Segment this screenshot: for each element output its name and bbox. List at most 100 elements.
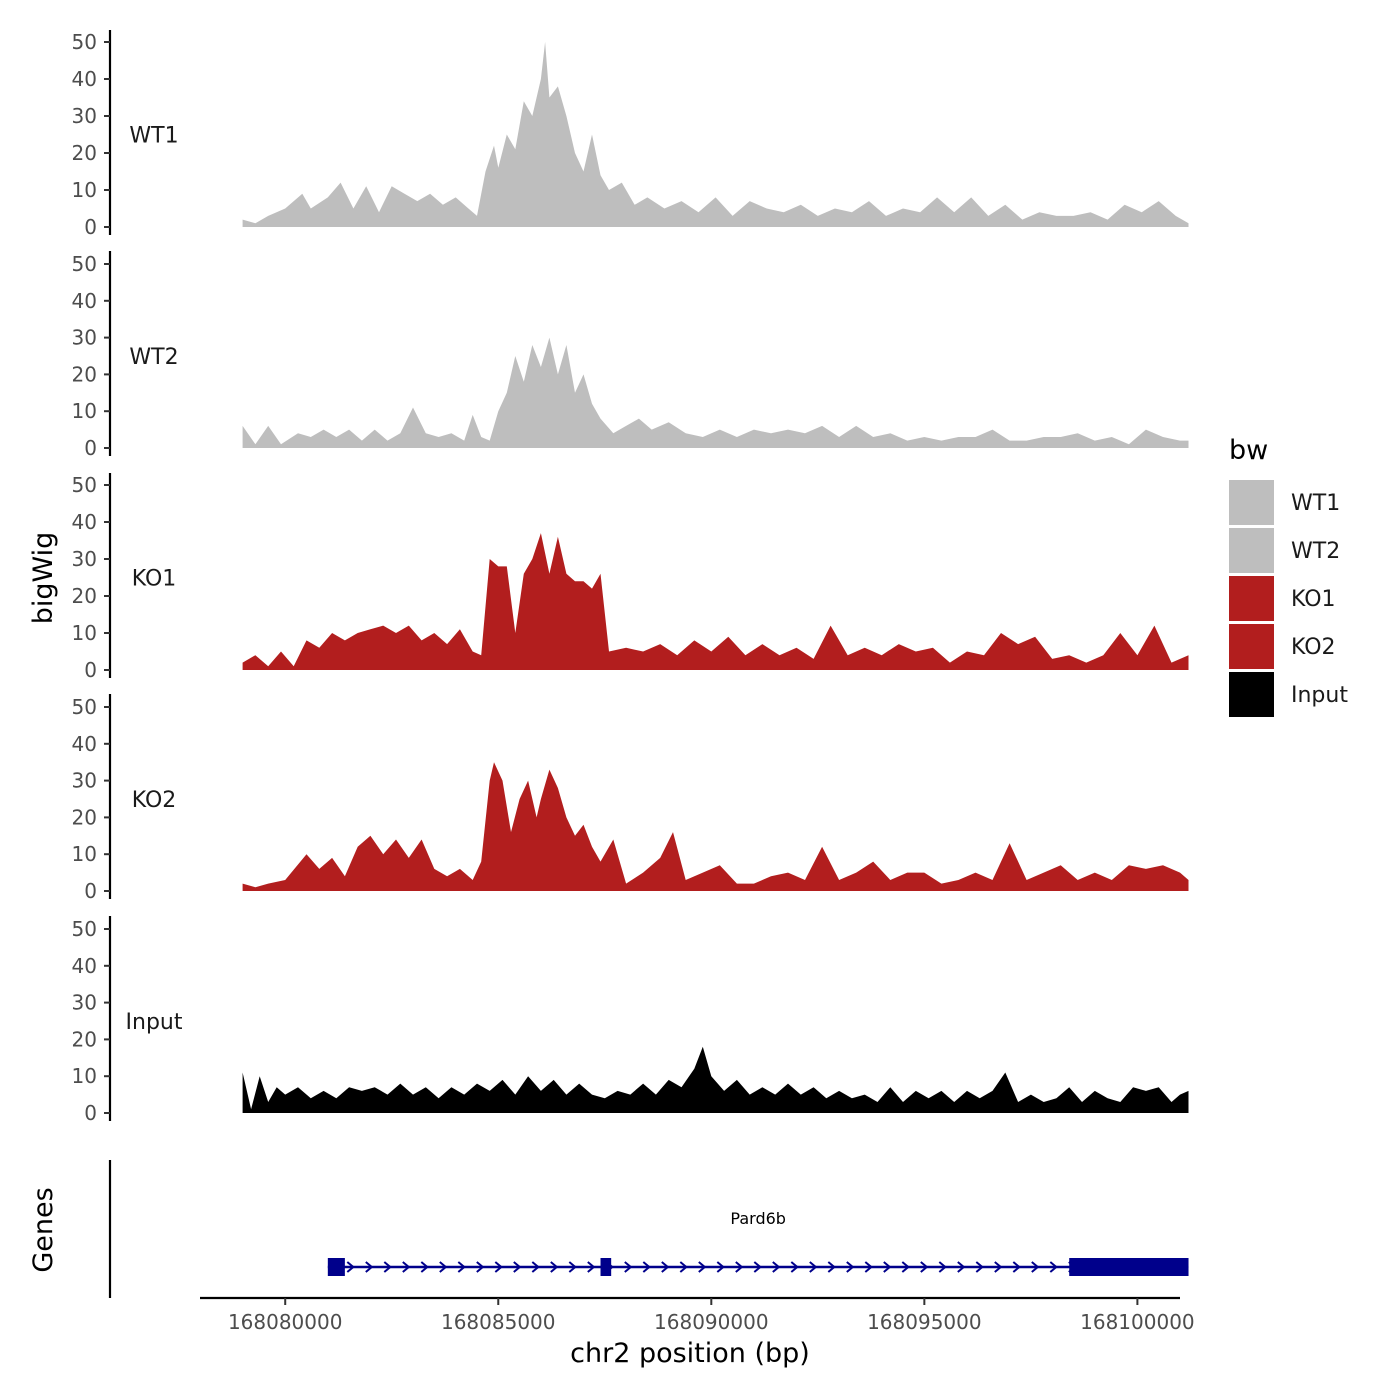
- y-tick-label-input-0: 0: [84, 1101, 97, 1125]
- y-tick-label-wt2-0: 0: [84, 436, 97, 460]
- x-axis: 168080000 168085000 168090000 168095000 1681…: [200, 1296, 1195, 1334]
- strand-arrow-36: [994, 1261, 1003, 1273]
- strand-arrow-5: [420, 1261, 429, 1273]
- x-tick-label-3: 168095000: [867, 1310, 982, 1334]
- tracks-group: 0 10 20 30 40 50 WT1 0 10 20 30 40 50 WT2 0 10 20 30 40 50 K…: [72, 30, 1189, 1125]
- y-axis-title: bigWig: [28, 532, 59, 625]
- y-tick-label-input-40: 40: [72, 954, 97, 978]
- y-tick-label-wt2-10: 10: [72, 399, 97, 423]
- strand-arrow-24: [772, 1261, 781, 1273]
- strand-arrow-35: [975, 1261, 984, 1273]
- strand-arrow-12: [550, 1261, 559, 1273]
- legend: WT1 WT2 KO1 KO2 Input: [1229, 480, 1348, 717]
- track-label-wt1: WT1: [129, 124, 178, 149]
- y-tick-label-wt1-30: 30: [72, 104, 97, 128]
- track-ko2: 0 10 20 30 40 50 KO2: [72, 694, 1189, 903]
- track-wt2: 0 10 20 30 40 50 WT2: [72, 251, 1189, 460]
- strand-arrow-30: [883, 1261, 892, 1273]
- x-tick-label-0: 168080000: [228, 1310, 343, 1334]
- track-label-input: Input: [126, 1010, 183, 1035]
- strand-arrow-27: [827, 1261, 836, 1273]
- legend-label-input: Input: [1291, 683, 1348, 708]
- track-label-ko2: KO2: [132, 788, 177, 813]
- strand-arrow-11: [531, 1261, 540, 1273]
- strand-arrow-34: [957, 1261, 966, 1273]
- legend-key-wt1: [1229, 480, 1274, 525]
- strand-arrow-13: [568, 1261, 577, 1273]
- y-tick-label-ko1-20: 20: [72, 584, 97, 608]
- strand-arrow-3: [383, 1261, 392, 1273]
- strand-arrow-23: [753, 1261, 762, 1273]
- gene-exon-1: [600, 1258, 612, 1276]
- legend-key-wt2: [1229, 528, 1274, 573]
- y-tick-label-wt1-50: 50: [72, 30, 97, 54]
- strand-arrow-38: [1031, 1261, 1040, 1273]
- area-input: [242, 1046, 1189, 1113]
- x-tick-label-2: 168090000: [654, 1310, 769, 1334]
- y-tick-label-wt1-10: 10: [72, 178, 97, 202]
- strand-arrow-37: [1012, 1261, 1021, 1273]
- strand-arrow-29: [864, 1261, 873, 1273]
- y-tick-label-input-50: 50: [72, 917, 97, 941]
- gene-track: Pard6b: [108, 1160, 1189, 1298]
- strand-arrow-21: [716, 1261, 725, 1273]
- legend-label-ko1: KO1: [1291, 587, 1336, 612]
- area-ko1: [242, 533, 1189, 670]
- strand-arrow-26: [809, 1261, 818, 1273]
- strand-arrow-33: [938, 1261, 947, 1273]
- x-axis-title: chr2 position (bp): [570, 1338, 810, 1369]
- y-tick-label-wt2-20: 20: [72, 362, 97, 386]
- strand-arrow-7: [457, 1261, 466, 1273]
- y-tick-label-ko2-20: 20: [72, 805, 97, 829]
- x-tick-label-4: 168100000: [1080, 1310, 1195, 1334]
- strand-arrow-9: [494, 1261, 503, 1273]
- strand-arrow-10: [513, 1261, 522, 1273]
- y-tick-label-wt2-30: 30: [72, 326, 97, 350]
- y-tick-label-ko2-50: 50: [72, 695, 97, 719]
- track-label-ko1: KO1: [132, 567, 177, 592]
- legend-key-ko1: [1229, 576, 1274, 621]
- area-ko2: [242, 762, 1189, 891]
- strand-arrow-1: [346, 1261, 355, 1273]
- strand-arrow-28: [846, 1261, 855, 1273]
- strand-arrow-31: [901, 1261, 910, 1273]
- track-input: 0 10 20 30 40 50 Input: [72, 916, 1189, 1125]
- legend-title: bw: [1229, 435, 1268, 466]
- y-tick-label-ko1-40: 40: [72, 510, 97, 534]
- track-wt1: 0 10 20 30 40 50 WT1: [72, 30, 1189, 239]
- strand-arrow-22: [735, 1261, 744, 1273]
- legend-key-input: [1229, 672, 1274, 717]
- strand-arrow-17: [642, 1261, 651, 1273]
- strand-arrow-18: [661, 1261, 670, 1273]
- legend-label-wt1: WT1: [1291, 491, 1340, 516]
- strand-arrow-8: [476, 1261, 485, 1273]
- area-wt2: [242, 337, 1189, 448]
- y-tick-label-input-30: 30: [72, 991, 97, 1015]
- y-tick-label-ko1-50: 50: [72, 473, 97, 497]
- strand-arrow-16: [624, 1261, 633, 1273]
- gene-name-label: Pard6b: [730, 1209, 786, 1228]
- strand-arrow-39: [1049, 1261, 1058, 1273]
- y-tick-label-ko1-0: 0: [84, 658, 97, 682]
- y-tick-label-ko2-0: 0: [84, 879, 97, 903]
- legend-key-ko2: [1229, 624, 1274, 669]
- y-tick-label-ko2-40: 40: [72, 732, 97, 756]
- y-tick-label-ko1-30: 30: [72, 547, 97, 571]
- y-tick-label-ko1-10: 10: [72, 621, 97, 645]
- strand-arrow-25: [790, 1261, 799, 1273]
- gene-track-title: Genes: [28, 1187, 59, 1272]
- area-wt1: [242, 42, 1189, 227]
- strand-arrow-14: [587, 1261, 596, 1273]
- strand-arrow-2: [365, 1261, 374, 1273]
- track-label-wt2: WT2: [129, 345, 178, 370]
- gene-exon-2: [1069, 1258, 1189, 1276]
- strand-arrow-20: [698, 1261, 707, 1273]
- x-tick-label-1: 168085000: [441, 1310, 556, 1334]
- y-tick-label-wt1-0: 0: [84, 215, 97, 239]
- strand-arrow-19: [679, 1261, 688, 1273]
- y-tick-label-wt2-50: 50: [72, 252, 97, 276]
- legend-label-ko2: KO2: [1291, 635, 1336, 660]
- gene-exon-0: [327, 1258, 345, 1276]
- y-tick-label-ko2-30: 30: [72, 769, 97, 793]
